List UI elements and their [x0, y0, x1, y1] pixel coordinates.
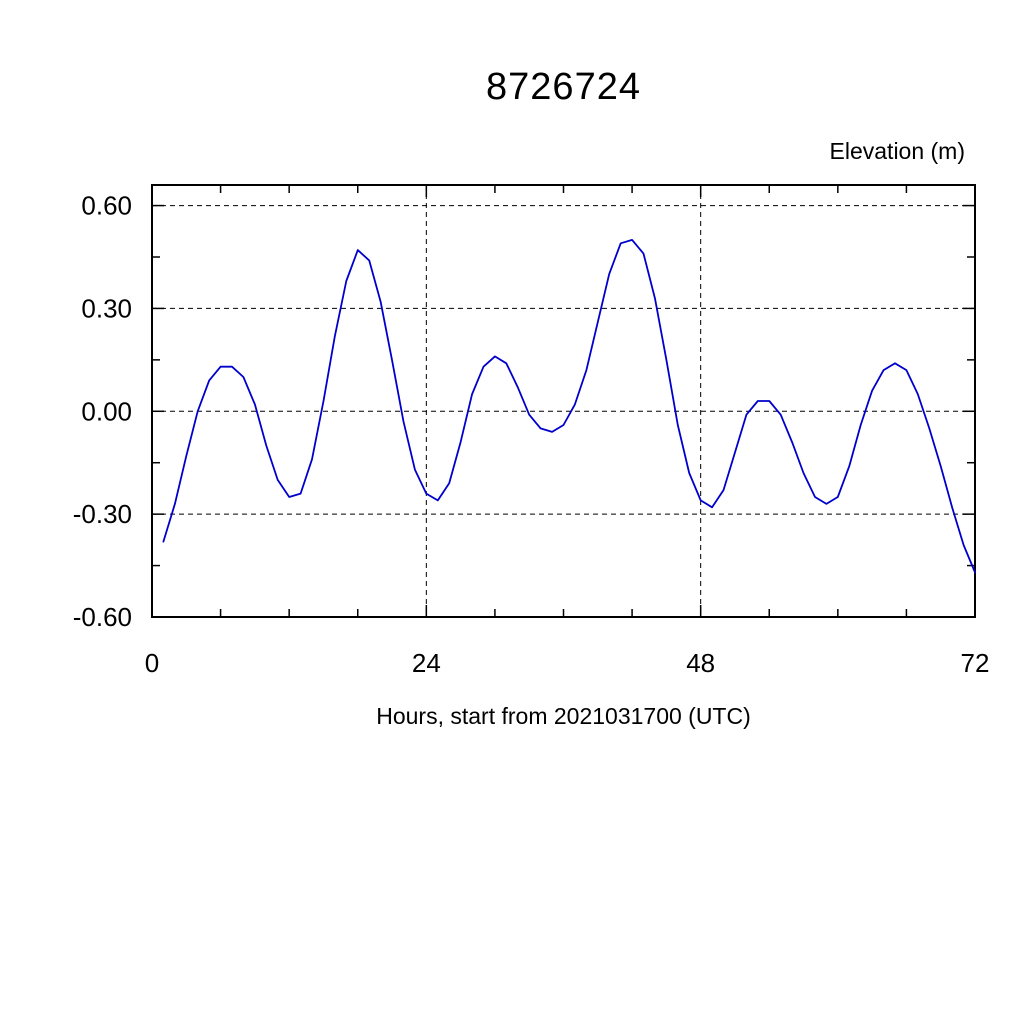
y-tick-label: -0.30 [73, 499, 132, 529]
elevation-line [162, 238, 976, 574]
y-tick-label: 0.30 [81, 293, 132, 323]
x-tick-label: 24 [412, 648, 441, 678]
chart-title: 8726724 [486, 66, 641, 108]
y-tick-label: 0.60 [81, 191, 132, 221]
y-axis-title: Elevation (m) [829, 138, 965, 164]
x-tick-label: 72 [961, 648, 990, 678]
y-tick-label: 0.00 [81, 396, 132, 426]
x-tick-label: 0 [145, 648, 159, 678]
x-tick-label: 48 [686, 648, 715, 678]
x-axis-title: Hours, start from 2021031700 (UTC) [376, 703, 751, 729]
plot-frame [151, 184, 976, 618]
y-tick-label: -0.60 [73, 602, 132, 632]
